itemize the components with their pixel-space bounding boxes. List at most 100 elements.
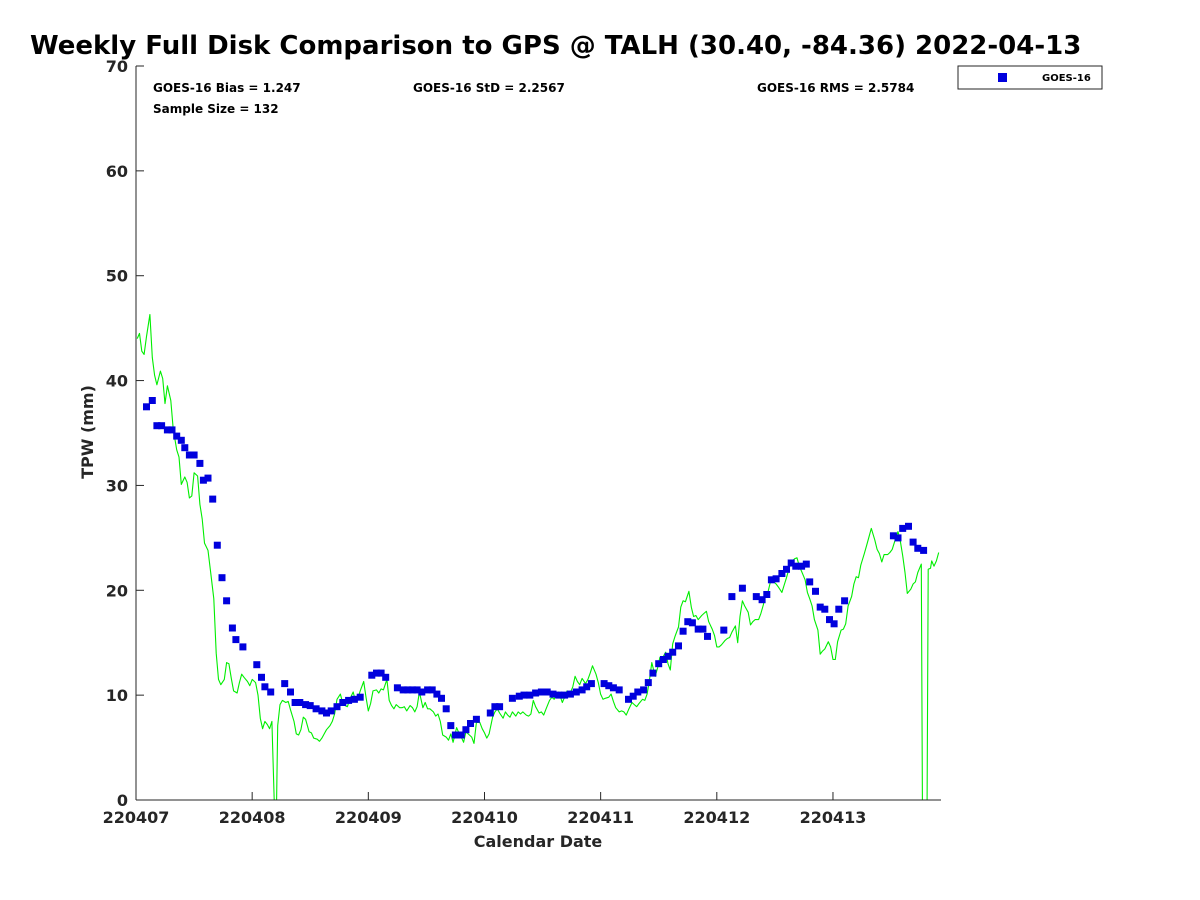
goes16-point	[451, 731, 459, 739]
goes16-point	[640, 686, 648, 694]
x-tick-label: 220407	[103, 808, 170, 827]
goes16-point	[720, 626, 728, 634]
goes16-point	[821, 605, 829, 613]
goes16-point	[609, 684, 617, 692]
y-tick-label: 10	[106, 686, 128, 705]
goes16-point	[675, 642, 682, 650]
goes16-point	[778, 570, 786, 577]
goes16-point	[333, 703, 341, 711]
y-tick-label: 20	[106, 581, 128, 600]
y-tick-label: 60	[106, 162, 128, 181]
goes16-point	[185, 451, 193, 459]
x-tick-label: 220408	[219, 808, 286, 827]
y-axis-label: TPW (mm)	[78, 385, 97, 479]
goes16-point	[199, 476, 207, 484]
goes16-point	[752, 593, 760, 601]
goes16-point	[312, 705, 320, 713]
goes16-point	[148, 397, 156, 404]
goes16-point	[798, 562, 806, 570]
goes16-point	[704, 632, 711, 640]
goes16-point	[758, 596, 766, 604]
goes16-point	[168, 426, 176, 434]
goes16-point	[688, 619, 696, 627]
goes16-point	[572, 688, 580, 696]
goes16-point	[694, 625, 702, 633]
std-annotation: GOES-16 StD = 2.2567	[413, 81, 565, 95]
chart-title: Weekly Full Disk Comparison to GPS @ TAL…	[30, 31, 1081, 61]
goes16-point	[655, 660, 663, 668]
goes16-point	[830, 620, 838, 628]
goes16-point	[605, 682, 613, 690]
goes16-point	[826, 616, 833, 624]
goes16-point	[327, 707, 335, 715]
goes16-point	[368, 671, 376, 679]
goes16-point	[649, 669, 657, 677]
goes16-point	[679, 627, 687, 635]
goes16-point	[783, 565, 790, 573]
y-axis-ticks: 0 10 20 30 40 50 60 70	[106, 57, 144, 810]
goes16-point	[218, 574, 226, 582]
gps-series-line	[136, 313, 940, 801]
sample-size-annotation: Sample Size = 132	[153, 102, 279, 116]
legend-label-goes16: GOES-16	[1042, 73, 1091, 84]
x-tick-label: 220409	[335, 808, 402, 827]
goes16-point	[228, 624, 236, 632]
goes16-point	[438, 694, 445, 702]
goes16-point	[409, 686, 416, 694]
goes16-point	[841, 597, 849, 605]
y-tick-label: 70	[106, 57, 128, 76]
goes16-point	[253, 661, 261, 669]
goes16-point	[204, 474, 212, 482]
goes16-point	[600, 680, 608, 688]
goes16-point	[909, 538, 917, 546]
x-tick-label: 220412	[683, 808, 750, 827]
goes16-point	[566, 690, 574, 698]
goes16-point	[508, 694, 516, 702]
x-tick-label: 220410	[451, 808, 518, 827]
goes16-point	[173, 432, 181, 440]
goes16-point	[373, 669, 380, 677]
goes16-point	[920, 546, 928, 554]
stats-annotations: GOES-16 Bias = 1.247 Sample Size = 132 G…	[153, 81, 914, 116]
goes16-point	[486, 709, 494, 717]
goes16-point	[684, 618, 692, 626]
goes16-point	[699, 625, 707, 633]
goes16-point	[496, 703, 504, 711]
goes16-point	[728, 593, 736, 601]
legend-box	[957, 65, 1103, 90]
goes16-point	[447, 722, 455, 730]
goes16-point	[889, 532, 897, 540]
goes16-point	[153, 422, 161, 430]
goes16-point	[763, 591, 771, 598]
goes16-point	[816, 603, 824, 611]
goes16-point	[802, 560, 810, 568]
goes16-point	[587, 680, 595, 688]
legend: GOES-16	[957, 65, 1103, 90]
goes16-point	[537, 688, 545, 696]
y-tick-label: 40	[106, 372, 128, 391]
goes16-point	[196, 459, 204, 467]
goes16-point	[232, 636, 240, 644]
goes16-point	[669, 648, 677, 656]
goes16-point	[163, 426, 171, 434]
goes16-point	[457, 731, 465, 739]
goes16-point	[664, 652, 672, 660]
goes16-point	[267, 688, 275, 696]
goes16-point	[520, 691, 528, 699]
goes16-point	[323, 709, 330, 717]
goes16-point	[209, 495, 217, 503]
goes16-point	[792, 562, 800, 570]
goes16-point	[258, 673, 265, 681]
goes16-point	[472, 715, 480, 723]
goes16-point	[583, 683, 591, 691]
goes16-point	[404, 686, 412, 694]
goes16-point	[532, 689, 540, 697]
goes16-point	[526, 691, 534, 699]
y-tick-label: 30	[106, 476, 128, 495]
goes16-point	[914, 544, 922, 552]
x-axis-label: Calendar Date	[474, 832, 603, 851]
goes16-point	[905, 522, 912, 530]
goes16-point	[302, 701, 310, 709]
goes16-point	[634, 688, 642, 696]
legend-marker-goes16	[998, 73, 1007, 82]
